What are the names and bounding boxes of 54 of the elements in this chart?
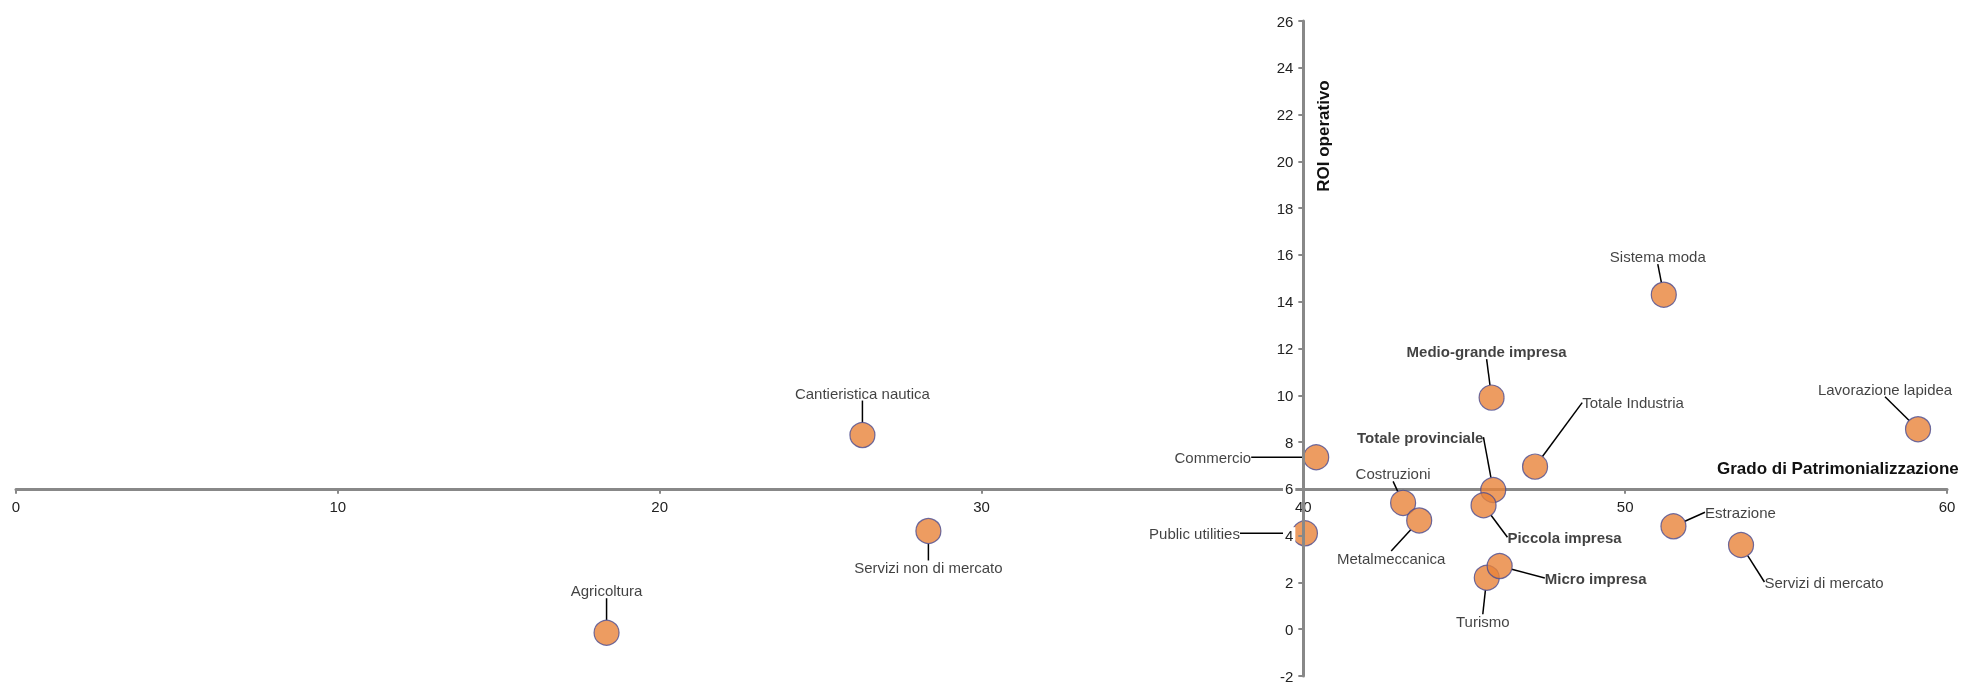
data-label: Servizi di mercato <box>1764 573 1884 591</box>
y-tick-label: 26 <box>1276 12 1294 30</box>
y-tick-label: 20 <box>1276 152 1294 170</box>
point <box>849 421 876 449</box>
point <box>1521 453 1549 480</box>
data-label: Estrazione <box>1705 503 1776 521</box>
data-label: Piccola impresa <box>1507 528 1623 546</box>
point <box>593 619 620 646</box>
data-label: Agricoltura <box>570 582 644 600</box>
point <box>1478 384 1505 411</box>
data-label: Medio-grande impresa <box>1406 343 1568 361</box>
y-tick-label: 22 <box>1276 106 1294 124</box>
data-label: Totale provinciale <box>1357 428 1484 446</box>
y-axis-title: ROI operativo <box>1314 80 1334 192</box>
data-label: Metalmeccanica <box>1337 549 1447 567</box>
y-tick-label: 4 <box>1284 527 1294 545</box>
point <box>1650 281 1677 308</box>
x-tick-label: 60 <box>1938 497 1956 515</box>
point <box>1660 513 1687 540</box>
data-label: Lavorazione lapidea <box>1817 380 1953 398</box>
y-tick-label: -2 <box>1279 667 1294 685</box>
data-label: Totale Industria <box>1582 394 1685 412</box>
data-label: Costruzioni <box>1355 465 1431 483</box>
y-tick-label: 10 <box>1276 386 1294 404</box>
data-label: Servizi non di mercato <box>854 559 1003 577</box>
data-label: Cantieristica nautica <box>794 384 931 402</box>
y-tick-label: 16 <box>1276 246 1294 264</box>
y-tick-label: 24 <box>1276 59 1294 77</box>
x-tick-label: 20 <box>651 497 669 515</box>
point <box>1470 492 1497 519</box>
point <box>1406 507 1433 534</box>
y-tick-label: 14 <box>1276 293 1294 311</box>
data-label: Micro impresa <box>1544 569 1648 587</box>
point <box>1486 552 1513 580</box>
y-tick-label: 12 <box>1276 340 1294 357</box>
data-label: Sistema moda <box>1609 248 1707 266</box>
data-label: Commercio <box>1174 448 1252 466</box>
y-tick-label: 6 <box>1284 480 1294 498</box>
y-tick-label: 8 <box>1284 433 1294 451</box>
point <box>1727 531 1755 559</box>
y-tick-label: 2 <box>1284 573 1294 591</box>
y-tick-label: 0 <box>1284 620 1294 638</box>
x-tick-label: 50 <box>1616 497 1634 515</box>
point <box>915 517 942 545</box>
point <box>1303 444 1330 471</box>
x-tick-label: 30 <box>973 497 990 515</box>
y-tick-label: 18 <box>1276 199 1294 217</box>
x-axis-title: Grado di Patrimonializzazione <box>1717 458 1959 478</box>
point <box>1390 489 1417 516</box>
point <box>1904 416 1932 443</box>
x-tick-label: 10 <box>329 497 347 515</box>
data-label: Public utilities <box>1149 524 1240 542</box>
x-tick-label: 0 <box>11 497 21 515</box>
data-label: Turismo <box>1455 613 1510 631</box>
